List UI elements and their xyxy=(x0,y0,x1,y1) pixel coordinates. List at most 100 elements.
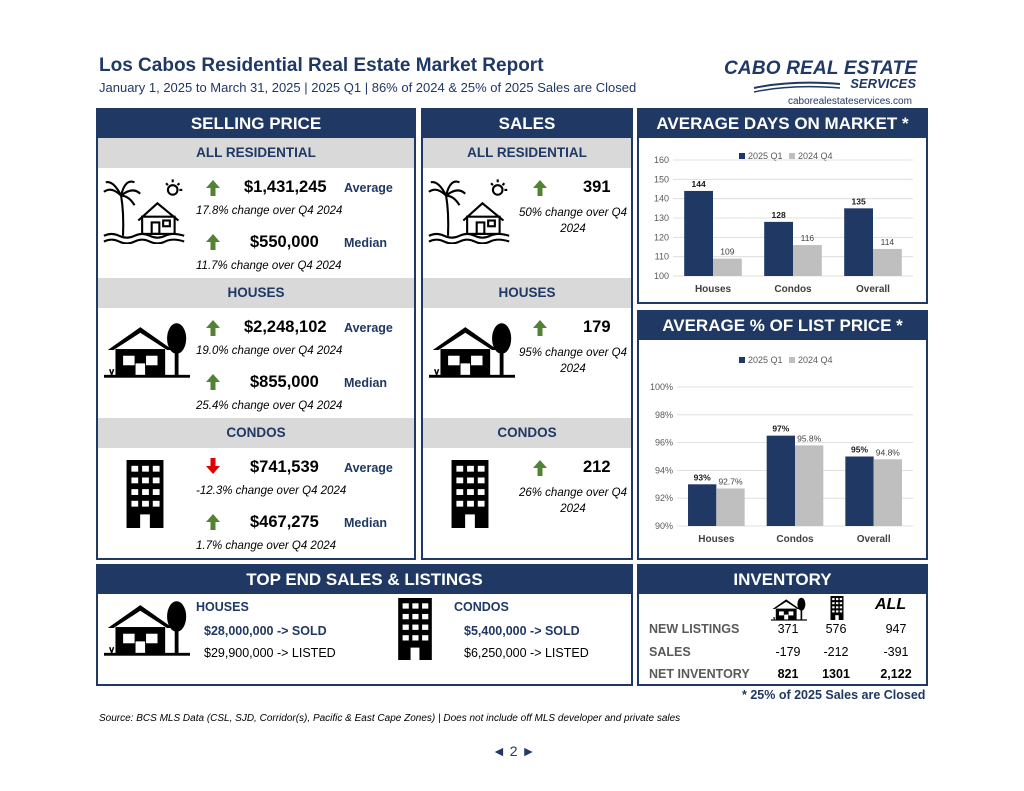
condo-building-icon xyxy=(445,460,495,528)
house-icon xyxy=(429,320,515,380)
bar xyxy=(713,258,742,276)
sales-houses-change-line2: 2024 xyxy=(560,363,586,375)
inventory-note: * 25% of 2025 Sales are Closed xyxy=(742,688,926,702)
down-arrow-icon xyxy=(206,458,220,474)
condo-building-icon xyxy=(827,596,847,620)
sales-condos-change-line1: 26% change over Q4 xyxy=(518,487,628,499)
dom-bar-chart: 2025 Q1 2024 Q4 100 110 120 130 140 150 160 144 10… xyxy=(654,151,913,295)
sales-all-change: 50% change over Q4 2024 xyxy=(513,205,633,237)
data-label: 97% xyxy=(772,424,789,434)
median-tag: Median xyxy=(344,376,388,390)
beach-house-icon xyxy=(102,176,188,244)
sales-title: SALES xyxy=(423,110,631,138)
y-tick-label: 100 xyxy=(654,271,669,281)
median-tag: Median xyxy=(344,516,388,530)
category-label: Houses xyxy=(698,534,735,545)
up-arrow-icon xyxy=(533,460,547,476)
sales-all-change-line1: 50% change over Q4 xyxy=(518,207,628,219)
prev-page-icon[interactable]: ◄ xyxy=(492,743,506,759)
condo-building-icon xyxy=(120,460,170,528)
up-arrow-icon xyxy=(206,374,220,390)
sales-houses-value: 179 xyxy=(583,318,611,336)
bar xyxy=(844,208,873,276)
sales-all-section: 391 50% change over Q4 2024 xyxy=(423,168,631,278)
y-tick-label: 100% xyxy=(650,382,673,392)
sales-all-value: 391 xyxy=(583,178,611,196)
list-price-panel: AVERAGE % OF LIST PRICE * 2025 Q1 2024 Q4… xyxy=(637,310,928,560)
y-tick-label: 92% xyxy=(655,493,673,503)
data-label: 93% xyxy=(694,472,711,482)
bar xyxy=(795,445,824,526)
selling-price-panel: SELLING PRICE ALL RESIDENTIAL $1,431,245… xyxy=(96,108,416,560)
legend-swatch xyxy=(789,153,795,159)
data-label: 128 xyxy=(772,210,786,220)
inventory-all-header: ALL xyxy=(875,596,907,613)
bar xyxy=(688,484,717,526)
top-houses-sold: $28,000,000 -> SOLD xyxy=(204,624,327,638)
legend-label: 2024 Q4 xyxy=(798,355,833,365)
sp-all-section: $1,431,245 Average 17.8% change over Q4 … xyxy=(98,168,414,278)
data-label: 114 xyxy=(881,237,895,247)
top-condos-listed: $6,250,000 -> LISTED xyxy=(464,646,589,660)
y-tick-label: 98% xyxy=(655,410,673,420)
bar xyxy=(766,435,795,526)
lp-title: AVERAGE % OF LIST PRICE * xyxy=(639,312,926,340)
up-arrow-icon xyxy=(206,234,220,250)
category-label: Houses xyxy=(695,284,732,295)
legend-label: 2025 Q1 xyxy=(748,355,783,365)
source-note: Source: BCS MLS Data (CSL, SJD, Corridor… xyxy=(99,713,681,724)
up-arrow-icon xyxy=(206,180,220,196)
up-arrow-icon xyxy=(206,514,220,530)
selling-price-title: SELLING PRICE xyxy=(98,110,414,138)
sales-panel: SALES ALL RESIDENTIAL 391 50% change ove… xyxy=(421,108,633,560)
legend-swatch xyxy=(739,357,745,363)
legend-swatch xyxy=(789,357,795,363)
top-condos-label: CONDOS xyxy=(454,600,509,614)
sales-condos-change-line2: 2024 xyxy=(560,503,586,515)
next-page-icon[interactable]: ► xyxy=(521,743,536,759)
data-label: 109 xyxy=(720,247,734,257)
y-tick-label: 110 xyxy=(655,252,669,262)
bar xyxy=(873,459,902,526)
bar xyxy=(684,190,713,276)
sales-houses-section: 179 95% change over Q4 2024 xyxy=(423,308,631,418)
up-arrow-icon xyxy=(533,180,547,196)
inv-sales-houses: -179 xyxy=(775,645,801,659)
sp-condos-label: CONDOS xyxy=(98,418,414,448)
inv-sales-condos: -212 xyxy=(823,645,849,659)
inv-new-all: 947 xyxy=(885,622,907,636)
bar xyxy=(764,221,793,276)
house-icon xyxy=(104,598,190,658)
sp-condos-median: $467,275 xyxy=(250,513,319,531)
sp-all-avg-change: 17.8% change over Q4 2024 xyxy=(196,205,343,217)
category-label: Overall xyxy=(856,284,890,295)
y-tick-label: 94% xyxy=(655,465,673,475)
inv-sales-all: -391 xyxy=(883,645,909,659)
sales-all-label: ALL RESIDENTIAL xyxy=(423,138,631,168)
sp-houses-med-change: 25.4% change over Q4 2024 xyxy=(196,400,343,412)
average-tag: Average xyxy=(344,461,393,475)
top-houses-label: HOUSES xyxy=(196,600,249,614)
inv-new-condos: 576 xyxy=(825,622,847,636)
logo-url[interactable]: caborealestateservices.com xyxy=(788,96,912,107)
legend-label: 2024 Q4 xyxy=(798,151,833,161)
days-on-market-panel: AVERAGE DAYS ON MARKET * 2025 Q1 2024 Q4 1… xyxy=(637,108,928,304)
category-label: Overall xyxy=(857,534,891,545)
y-tick-label: 140 xyxy=(654,194,669,204)
y-tick-label: 160 xyxy=(654,155,669,165)
inventory-title: INVENTORY xyxy=(639,566,926,594)
sp-condos-section: $741,539 Average -12.3% change over Q4 2… xyxy=(98,448,414,558)
category-label: Condos xyxy=(776,534,814,545)
bar xyxy=(845,456,874,526)
inv-row-label: NEW LISTINGS xyxy=(649,622,740,636)
sp-all-med-change: 11.7% change over Q4 2024 xyxy=(196,260,342,272)
category-label: Condos xyxy=(774,284,812,295)
inv-net-condos: 1301 xyxy=(822,667,850,681)
y-tick-label: 120 xyxy=(654,232,669,242)
data-label: 95.8% xyxy=(797,433,822,443)
legend-label: 2025 Q1 xyxy=(748,151,783,161)
top-end-panel: TOP END SALES & LISTINGS HOUSES $28,000,… xyxy=(96,564,633,686)
logo-line2: SERVICES xyxy=(850,76,916,91)
y-tick-label: 90% xyxy=(655,521,673,531)
sales-all-change-line2: 2024 xyxy=(560,223,586,235)
